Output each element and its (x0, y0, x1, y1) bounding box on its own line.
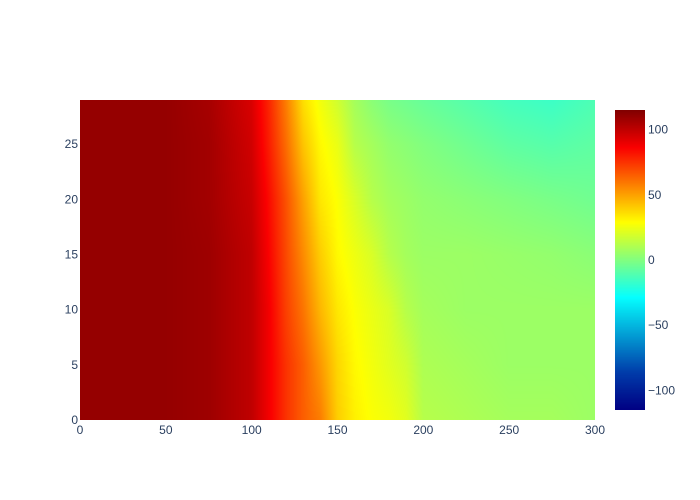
heatmap-plot (80, 100, 595, 420)
y-tick-label: 5 (71, 358, 78, 372)
colorbar-gradient (615, 110, 645, 410)
colorbar-tick-label: 50 (648, 188, 662, 202)
colorbar-tick-label: 100 (648, 123, 668, 137)
x-tick-label: 300 (585, 423, 605, 437)
x-tick-label: 150 (327, 423, 347, 437)
colorbar-tick-label: −50 (648, 318, 669, 332)
heatmap-image (80, 100, 595, 420)
colorbar-tick-label: 0 (648, 253, 655, 267)
x-axis: 0 50 100 150 200 250 300 (77, 423, 606, 437)
y-tick-label: 20 (65, 192, 79, 206)
colorbar-tick-label: −100 (648, 383, 675, 397)
colorbar-ticks: −100 −50 0 50 100 (648, 123, 675, 398)
y-tick-label: 25 (65, 137, 79, 151)
colorbar: −100 −50 0 50 100 (615, 110, 675, 410)
x-tick-label: 200 (413, 423, 433, 437)
y-tick-label: 10 (65, 303, 79, 317)
x-tick-label: 100 (242, 423, 262, 437)
y-axis: 0 5 10 15 20 25 (65, 137, 79, 427)
y-tick-label: 15 (65, 247, 79, 261)
x-tick-label: 0 (77, 423, 84, 437)
x-tick-label: 50 (159, 423, 173, 437)
y-tick-label: 0 (71, 413, 78, 427)
x-tick-label: 250 (499, 423, 519, 437)
